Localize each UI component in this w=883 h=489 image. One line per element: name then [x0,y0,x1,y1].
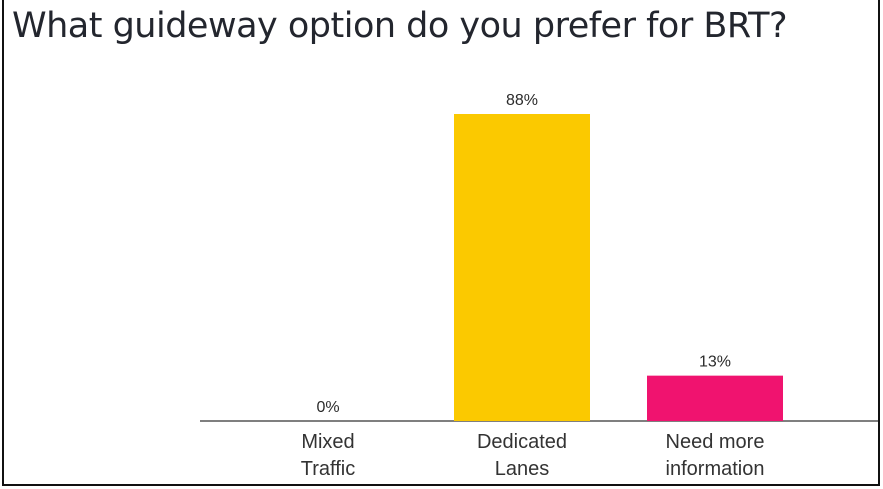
bar-2 [647,375,783,421]
category-label-0: Mixed Traffic [301,431,355,480]
category-label-line: Lanes [495,458,550,480]
bar-chart: 0% Mixed Traffic 88% Dedicated Lanes 13% Need m… [200,92,878,480]
value-label-0: 0% [316,399,339,416]
bar-1 [454,114,590,421]
category-label-2: Need more information [666,431,765,480]
chart-title: What guideway option do you prefer for B… [12,6,788,46]
category-label-line: information [666,458,765,480]
category-label-line: Dedicated [477,431,567,453]
value-label-2: 13% [699,354,731,371]
category-label-1: Dedicated Lanes [477,431,567,480]
category-label-line: Traffic [301,458,355,480]
category-label-line: Mixed [301,431,354,453]
value-label-1: 88% [506,92,538,109]
category-label-line: Need more [666,431,765,453]
